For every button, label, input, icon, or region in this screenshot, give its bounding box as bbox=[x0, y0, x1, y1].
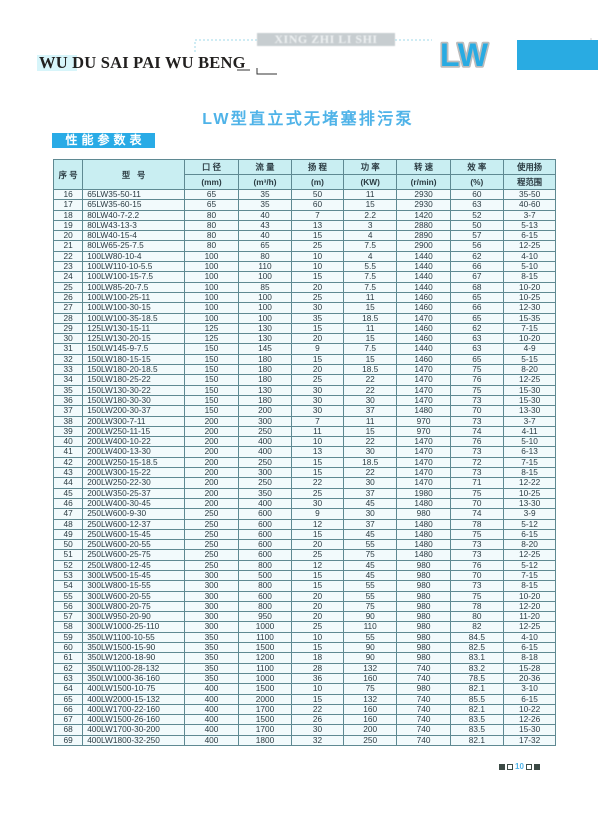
svg-text:LW: LW bbox=[440, 38, 489, 72]
